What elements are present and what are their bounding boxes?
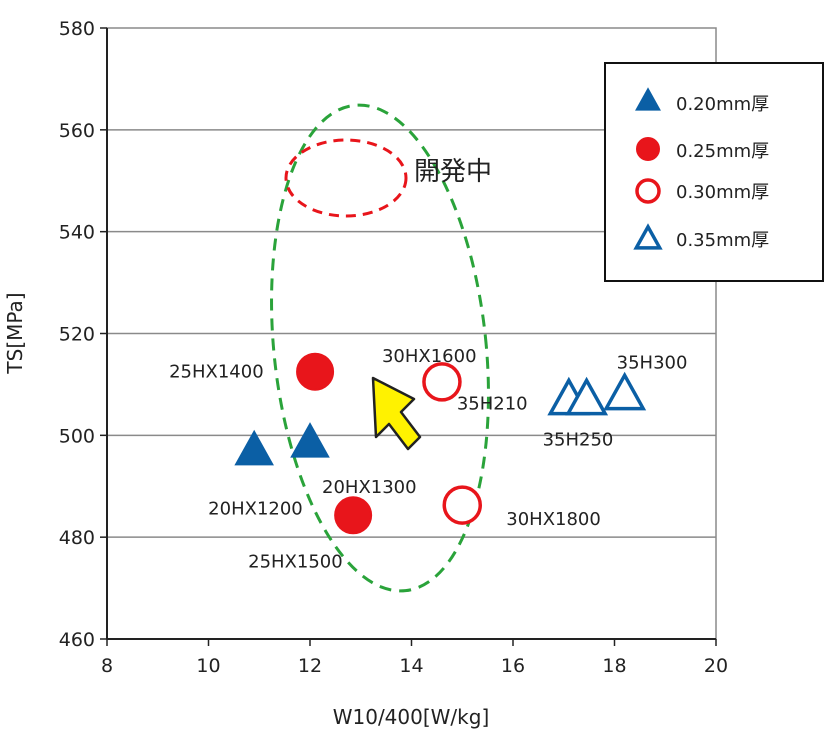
x-axis: 8 10 12 14 16 18 20 — [101, 638, 728, 677]
point-label: 35H250 — [543, 430, 614, 451]
legend-marker — [636, 137, 660, 161]
data-point — [296, 352, 335, 391]
x-tick-label: 10 — [196, 655, 220, 677]
data-point — [334, 496, 373, 535]
y-tick-label: 520 — [59, 324, 95, 346]
x-tick-label: 8 — [101, 655, 113, 677]
point-label: 20HX1300 — [322, 477, 417, 498]
x-tick-label: 14 — [399, 655, 423, 677]
x-tick-label: 12 — [298, 655, 322, 677]
data-point — [290, 422, 330, 458]
y-tick-label: 460 — [59, 629, 95, 651]
x-tick-label: 20 — [704, 655, 728, 677]
legend-markers — [633, 87, 663, 250]
legend: 0.20mm厚 0.25mm厚 0.30mm厚 0.35mm厚 — [604, 62, 824, 282]
legend-label-020: 0.20mm厚 — [676, 94, 769, 115]
legend-marker — [635, 178, 661, 204]
all-grades-ellipse — [270, 103, 490, 593]
legend-marker — [635, 87, 661, 111]
y-tick-label: 580 — [59, 18, 95, 40]
point-label: 25HX1500 — [248, 551, 343, 572]
point-label: 30HX1800 — [506, 509, 601, 530]
x-axis-title: W10/400[W/kg] — [333, 705, 490, 729]
legend-label-030: 0.30mm厚 — [676, 182, 769, 203]
data-points — [234, 352, 647, 535]
x-tick-label: 16 — [501, 655, 525, 677]
data-point — [565, 376, 609, 416]
point-label: 35H300 — [617, 353, 688, 374]
y-axis-title: TS[MPa] — [3, 292, 27, 374]
y-axis: 460 480 500 520 540 560 580 — [59, 18, 108, 651]
data-point — [603, 371, 647, 411]
y-tick-label: 480 — [59, 527, 95, 549]
development-annotation: 開発中 — [414, 157, 492, 187]
data-point — [234, 429, 274, 466]
point-label: 30HX1600 — [382, 346, 477, 367]
x-tick-label: 18 — [602, 655, 626, 677]
point-label: 25HX1400 — [169, 362, 264, 383]
legend-label-025: 0.25mm厚 — [676, 141, 769, 162]
legend-label-035: 0.35mm厚 — [676, 230, 769, 251]
improvement-arrow — [371, 376, 422, 451]
point-label: 20HX1200 — [208, 499, 303, 520]
y-tick-label: 540 — [59, 222, 95, 244]
data-point — [442, 485, 482, 525]
y-tick-label: 500 — [59, 425, 95, 447]
development-ellipse — [284, 138, 408, 218]
legend-marker — [633, 223, 663, 250]
y-tick-label: 560 — [59, 120, 95, 142]
data-point — [422, 362, 462, 402]
point-label: 35H210 — [457, 394, 528, 415]
point-labels: 20HX1200 20HX1300 25HX1400 25HX1500 30HX1600… — [169, 346, 687, 572]
